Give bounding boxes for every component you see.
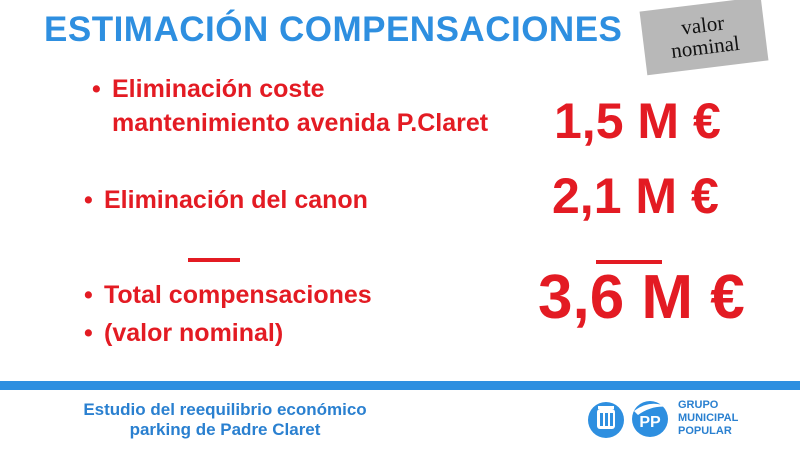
item-1-line-2: mantenimiento avenida P.Claret: [112, 109, 489, 137]
amount-total: 3,6 M €: [538, 263, 745, 332]
bullet-dot: •: [84, 319, 93, 347]
separator-dash-left: [188, 258, 240, 262]
bullet-dot: •: [84, 186, 93, 214]
separator-dash-right: [596, 260, 662, 264]
item-3-line-2: (valor nominal): [104, 319, 284, 347]
bullet-dot: •: [92, 75, 101, 103]
logo-line-2: MUNICIPAL: [678, 412, 739, 424]
amount-canon: 2,1 M €: [552, 168, 719, 224]
list-item-total: • Total compensaciones • (valor nominal): [84, 278, 372, 350]
footer-bar: [0, 381, 800, 390]
city-crest-icon: [588, 402, 624, 438]
list-item-mantenimiento: • Eliminación coste mantenimiento avenida…: [92, 72, 488, 140]
tag-line-2: nominal: [669, 30, 741, 64]
list-item-canon: • Eliminación del canon: [84, 183, 368, 217]
logo-line-3: POPULAR: [678, 425, 732, 437]
item-2-line-1: Eliminación del canon: [104, 186, 368, 214]
footer-caption: Estudio del reequilibrio económico parki…: [0, 400, 450, 440]
footer-line-2: parking de Padre Claret: [129, 420, 321, 439]
item-1-line-1: Eliminación coste: [112, 75, 325, 103]
footer-line-1: Estudio del reequilibrio económico: [83, 400, 367, 419]
valor-nominal-tag: valor nominal: [639, 0, 769, 76]
bullet-dot: •: [84, 281, 93, 309]
item-3-line-1: Total compensaciones: [104, 281, 372, 309]
pp-badge-text: PP: [639, 414, 661, 431]
pp-gull-icon: PP: [632, 401, 668, 437]
slide-title: ESTIMACIÓN COMPENSACIONES: [44, 10, 623, 49]
logo-wordmark: GRUPO MUNICIPAL POPULAR: [678, 399, 738, 438]
logo-line-1: GRUPO: [678, 399, 719, 411]
amount-mantenimiento: 1,5 M €: [554, 93, 721, 149]
pp-logo: PP: [588, 401, 668, 438]
